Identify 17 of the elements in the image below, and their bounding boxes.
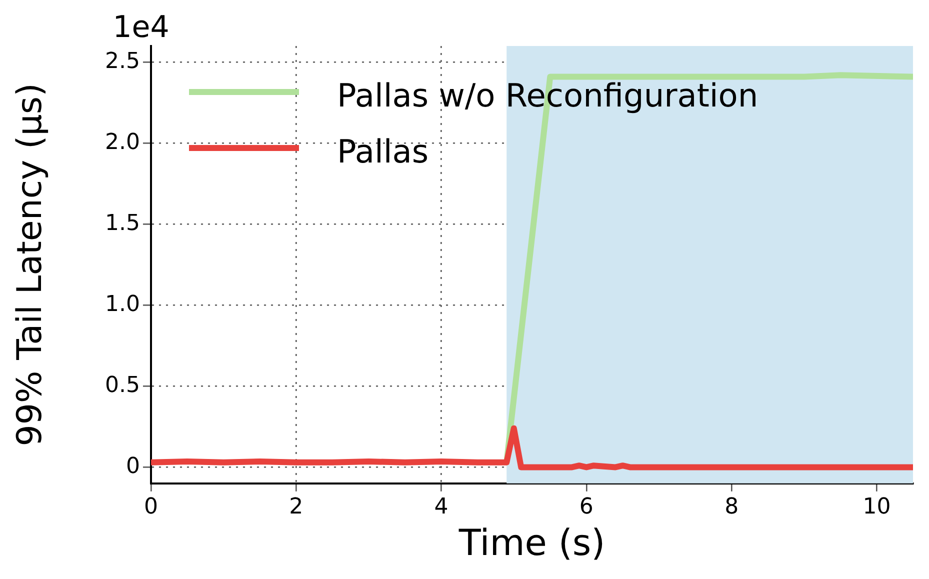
y-tick-label: 1.5: [105, 210, 140, 236]
x-tick-label: 8: [724, 494, 739, 520]
y-tick-label: 1.0: [105, 292, 140, 317]
legend-label: Pallas: [337, 132, 429, 170]
y-tick-label: 2.0: [105, 130, 140, 155]
x-tick-label: 0: [144, 494, 158, 520]
x-tick-label: 6: [579, 494, 594, 520]
y-tick-label: 0: [126, 454, 140, 479]
x-tick-label: 2: [289, 494, 304, 520]
x-axis-title: Time (s): [458, 522, 606, 564]
x-tick-label: 10: [862, 494, 891, 520]
legend-label: Pallas w/o Reconfiguration: [337, 76, 758, 114]
y-axis-title: 99% Tail Latency (μs): [10, 83, 50, 446]
x-tick-label: 4: [434, 494, 448, 520]
y-tick-label: 2.5: [105, 48, 140, 74]
text: 1e4: [112, 10, 170, 45]
y-tick-label: 0.5: [105, 372, 140, 398]
